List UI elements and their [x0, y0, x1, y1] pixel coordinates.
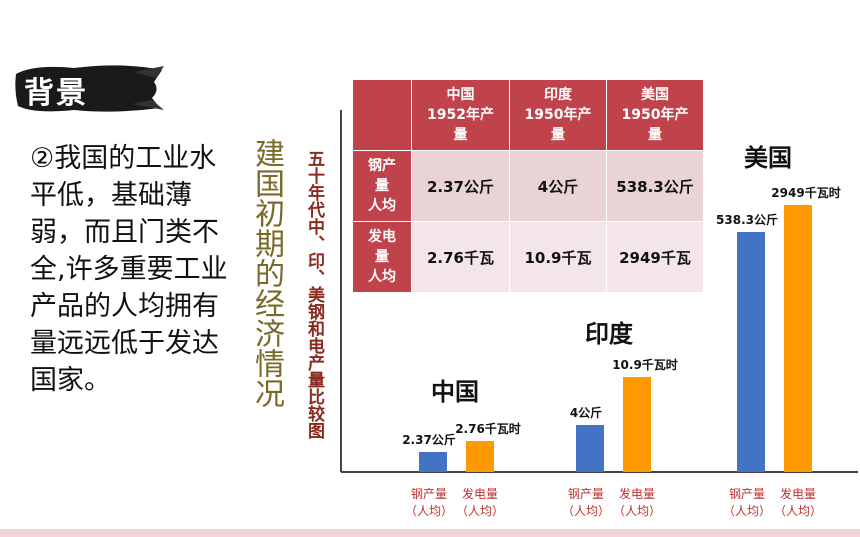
table-header-cell — [352, 79, 412, 151]
table-header-cell: 美国 1950年产 量 — [606, 79, 704, 151]
table-cell: 2949千瓦 — [606, 221, 704, 293]
table-cell: 2.76千瓦 — [411, 221, 510, 293]
x-tick-label: 发电量 — [780, 486, 816, 501]
table-row: 钢产 量 人均 2.37公斤 4公斤 538.3公斤 — [352, 150, 704, 222]
category-label: 美国 — [744, 144, 792, 172]
table-header-cell: 印度 1950年产 量 — [509, 79, 607, 151]
bar — [419, 452, 447, 472]
x-tick-label: （人均） — [613, 504, 661, 518]
chart-side-label: 五十年代中、印、美钢和电产量比较图 — [304, 150, 324, 439]
category-label: 中国 — [431, 378, 479, 406]
data-label: 538.3公斤 — [716, 212, 778, 227]
data-label: 2.76千瓦时 — [455, 421, 521, 436]
x-tick-label: 钢产量 — [729, 487, 765, 501]
x-tick-label: （人均） — [456, 504, 504, 518]
x-tick-label: （人均） — [774, 504, 822, 518]
bottom-strip — [0, 529, 860, 537]
data-label: 4公斤 — [570, 405, 602, 420]
category-label: 印度 — [585, 320, 634, 348]
x-tick-label: 发电量 — [462, 486, 498, 501]
x-tick-label: 钢产量 — [411, 487, 447, 501]
x-tick-label: 钢产量 — [568, 487, 604, 501]
table-header-cell: 中国 1952年产 量 — [411, 79, 510, 151]
table-row: 发电 量 人均 2.76千瓦 10.9千瓦 2949千瓦 — [352, 221, 704, 293]
bar — [466, 441, 494, 472]
data-label: 2.37公斤 — [402, 432, 456, 447]
vertical-title: 建国初期的经济情况 — [249, 138, 284, 408]
table-cell: 2.37公斤 — [411, 150, 510, 222]
x-tick-label: （人均） — [723, 504, 771, 518]
bar — [784, 205, 812, 472]
table-header-row: 中国 1952年产 量 印度 1950年产 量 美国 1950年产 量 — [352, 79, 704, 151]
x-tick-label: （人均） — [405, 504, 453, 518]
body-paragraph: ②我国的工业水平低，基础薄弱，而且门类不全,许多重要工业产品的人均拥有量远远低于… — [30, 143, 228, 396]
table-cell: 538.3公斤 — [606, 150, 704, 222]
x-tick-label: 发电量 — [619, 486, 655, 501]
header-badge-background — [15, 65, 164, 112]
table-row-label: 钢产 量 人均 — [352, 150, 412, 222]
bar — [623, 377, 651, 472]
bar — [576, 425, 604, 472]
data-label: 10.9千瓦时 — [612, 357, 678, 372]
data-label: 2949千瓦时 — [771, 185, 840, 200]
x-tick-label: （人均） — [562, 504, 610, 518]
data-table: 中国 1952年产 量 印度 1950年产 量 美国 1950年产 量 钢产 量… — [352, 79, 704, 293]
table-cell: 4公斤 — [509, 150, 607, 222]
header-badge-text: 背景 — [24, 76, 88, 111]
bar — [737, 232, 765, 472]
